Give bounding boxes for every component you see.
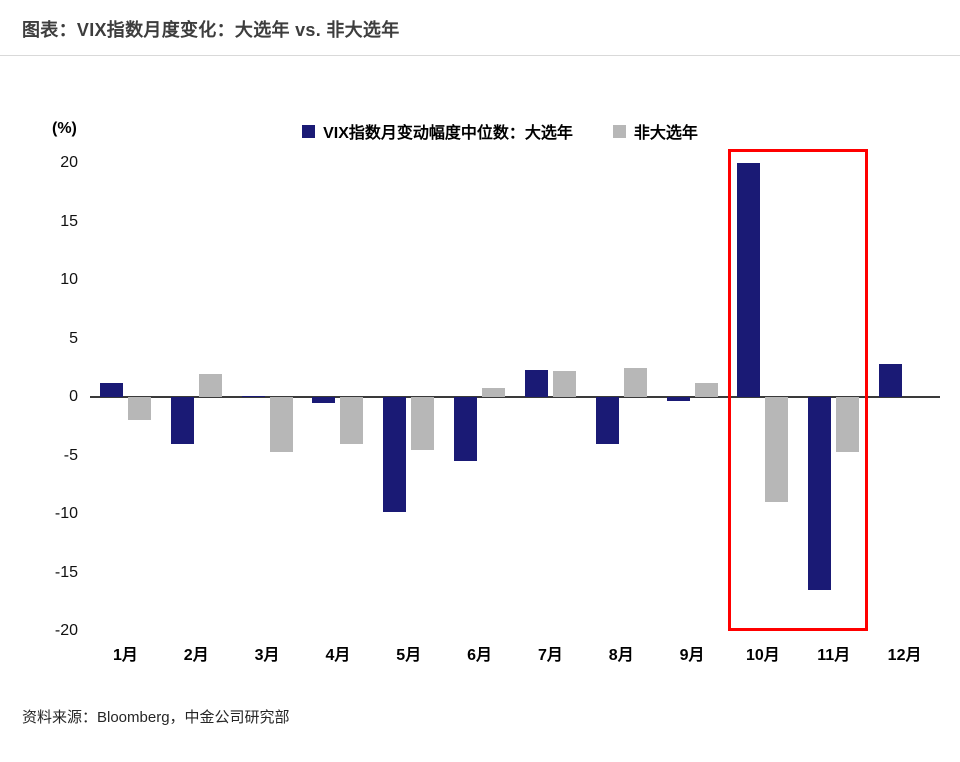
x-tick-7月: 7月 <box>537 647 563 664</box>
chart-legend: VIX指数月变动幅度中位数：大选年 非大选年 <box>40 119 960 143</box>
y-tick--5: -5 <box>63 446 78 464</box>
bar-non-election-7月 <box>552 371 576 397</box>
x-tick-1月: 1月 <box>112 647 138 664</box>
x-tick-11月: 11月 <box>817 647 851 664</box>
legend-label-non-election-year: 非大选年 <box>633 125 698 142</box>
bar-election-1月 <box>99 382 123 397</box>
x-tick-12月: 12月 <box>887 647 922 664</box>
bar-election-8月 <box>595 397 619 444</box>
highlight-box-oct-nov <box>728 149 869 631</box>
y-tick-0: 0 <box>69 388 78 405</box>
page-title: 图表：VIX指数月度变化：大选年 vs. 非大选年 <box>22 20 400 40</box>
x-tick-5月: 5月 <box>396 647 422 664</box>
bar-non-election-1月 <box>127 397 151 421</box>
x-axis-tick-labels: 1月 2月 3月 4月 5月 6月 7月 8月 9月 10月 11月 12月 <box>90 641 940 665</box>
bar-election-2月 <box>170 397 194 444</box>
bar-non-election-2月 <box>198 373 222 397</box>
bar-non-election-10月 <box>765 397 789 503</box>
x-tick-2月: 2月 <box>183 647 209 664</box>
x-tick-4月: 4月 <box>325 647 351 664</box>
header-divider <box>0 55 960 56</box>
bar-election-11月 <box>808 397 832 591</box>
bar-non-election-11月 <box>836 397 860 452</box>
bar-election-6月 <box>454 397 478 462</box>
bar-election-4月 <box>312 397 336 403</box>
bar-election-5月 <box>383 397 407 512</box>
bar-election-9月 <box>666 397 690 401</box>
y-tick-20: 20 <box>60 154 78 171</box>
x-tick-9月: 9月 <box>679 647 705 664</box>
bar-non-election-3月 <box>269 397 293 452</box>
legend-item-election-year: VIX指数月变动幅度中位数：大选年 <box>302 119 573 143</box>
x-tick-10月: 10月 <box>746 647 780 664</box>
plot-area <box>90 149 940 631</box>
y-axis-tick-labels: 20 15 10 5 0 -5 -10 -15 -20 <box>0 154 78 639</box>
x-tick-3月: 3月 <box>254 647 280 664</box>
y-tick--15: -15 <box>54 563 78 581</box>
y-tick-15: 15 <box>60 212 78 230</box>
y-tick--20: -20 <box>54 622 78 639</box>
y-tick--10: -10 <box>54 505 78 522</box>
legend-swatch-non-election-year <box>612 124 626 138</box>
bar-non-election-5月 <box>411 397 435 450</box>
x-tick-8月: 8月 <box>608 647 634 664</box>
legend-swatch-election-year <box>302 124 316 138</box>
y-tick-5: 5 <box>69 329 78 347</box>
legend-item-non-election-year: 非大选年 <box>612 119 698 143</box>
legend-label-election-year: VIX指数月变动幅度中位数：大选年 <box>323 125 573 142</box>
x-axis-zero-line <box>90 396 940 398</box>
y-tick-10: 10 <box>60 271 78 288</box>
y-axis-unit-label: (%) <box>52 120 77 137</box>
bar-non-election-6月 <box>482 387 506 397</box>
bar-election-12月 <box>879 364 903 397</box>
bar-election-7月 <box>524 370 548 397</box>
bar-non-election-8月 <box>623 367 647 397</box>
bar-election-10月 <box>737 163 761 397</box>
source-note: 资料来源：Bloomberg，中金公司研究部 <box>22 709 290 726</box>
bar-non-election-4月 <box>340 397 364 444</box>
bar-non-election-9月 <box>694 382 718 397</box>
x-tick-6月: 6月 <box>467 647 493 664</box>
bar-election-3月 <box>241 395 265 397</box>
